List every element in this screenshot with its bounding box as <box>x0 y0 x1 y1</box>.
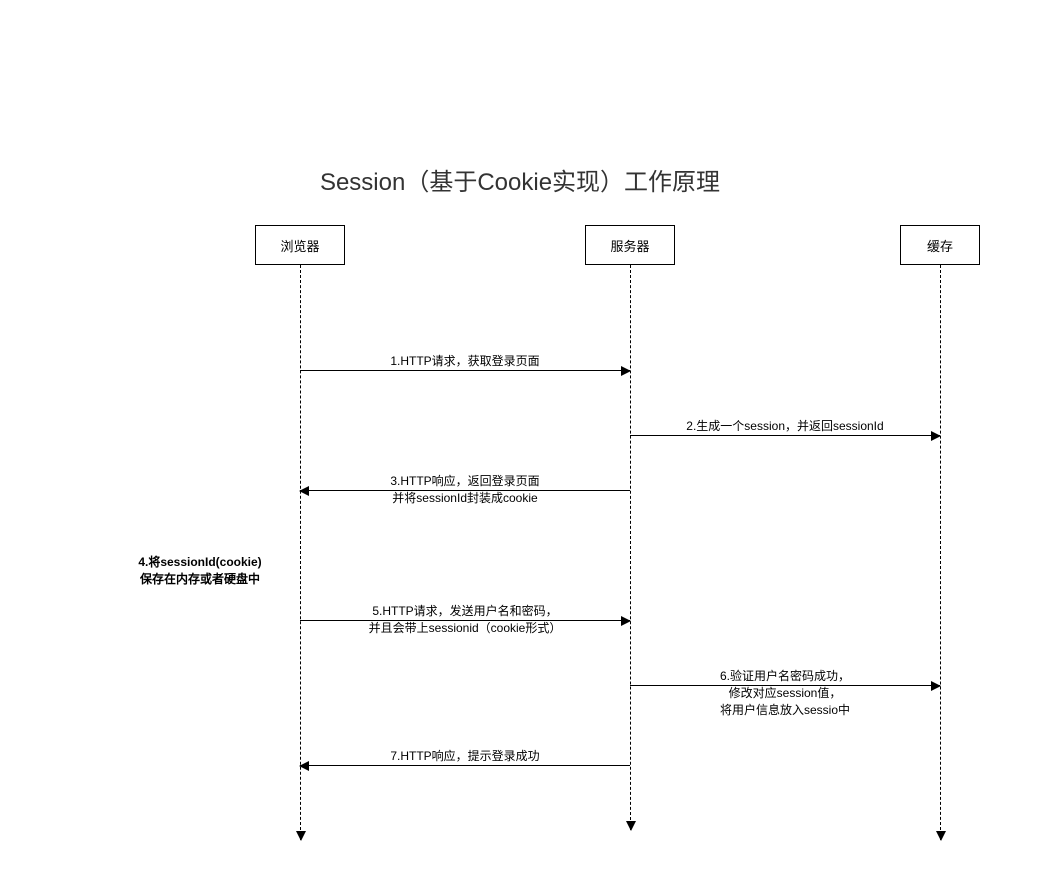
participant-cache: 缓存 <box>900 225 980 265</box>
lifeline-server <box>630 265 631 830</box>
lifeline-arrowhead-icon <box>626 821 636 831</box>
message-label-line: 2.生成一个session，并返回sessionId <box>630 417 940 434</box>
side-note-line: 保存在内存或者硬盘中 <box>100 570 300 587</box>
message-label-line: 6.验证用户名密码成功， <box>630 667 940 684</box>
message-arrow <box>630 435 940 436</box>
side-note-line: 4.将sessionId(cookie) <box>100 553 300 570</box>
message-label-line: 并将sessionId封装成cookie <box>300 489 630 506</box>
message-arrow <box>300 765 630 766</box>
message-label: 2.生成一个session，并返回sessionId <box>630 417 940 434</box>
message-label: 6.验证用户名密码成功，修改对应session值，将用户信息放入sessio中 <box>630 667 940 718</box>
message-label-line: 将用户信息放入sessio中 <box>630 701 940 718</box>
participant-server-label: 服务器 <box>610 236 649 255</box>
lifeline-cache <box>940 265 941 840</box>
message-label-line: 7.HTTP响应，提示登录成功 <box>300 747 630 764</box>
lifeline-arrowhead-icon <box>936 831 946 841</box>
sequence-diagram: Session（基于Cookie实现）工作原理 浏览器 服务器 缓存 1.HTT… <box>0 0 1040 890</box>
message-arrow <box>300 370 630 371</box>
message-label: 1.HTTP请求，获取登录页面 <box>300 352 630 369</box>
message-label-line: 5.HTTP请求，发送用户名和密码， <box>300 602 630 619</box>
participant-server: 服务器 <box>585 225 675 265</box>
participant-browser: 浏览器 <box>255 225 345 265</box>
lifeline-arrowhead-icon <box>296 831 306 841</box>
message-label: 3.HTTP响应，返回登录页面并将sessionId封装成cookie <box>300 472 630 506</box>
message-label-line: 1.HTTP请求，获取登录页面 <box>300 352 630 369</box>
message-label: 5.HTTP请求，发送用户名和密码，并且会带上sessionid（cookie形… <box>300 602 630 636</box>
message-label-line: 并且会带上sessionid（cookie形式） <box>300 619 630 636</box>
participant-cache-label: 缓存 <box>927 236 953 255</box>
message-label-line: 3.HTTP响应，返回登录页面 <box>300 472 630 489</box>
side-note-step4: 4.将sessionId(cookie)保存在内存或者硬盘中 <box>100 553 300 587</box>
message-label-line: 修改对应session值， <box>630 684 940 701</box>
message-label: 7.HTTP响应，提示登录成功 <box>300 747 630 764</box>
diagram-title: Session（基于Cookie实现）工作原理 <box>0 162 1040 197</box>
participant-browser-label: 浏览器 <box>280 236 319 255</box>
